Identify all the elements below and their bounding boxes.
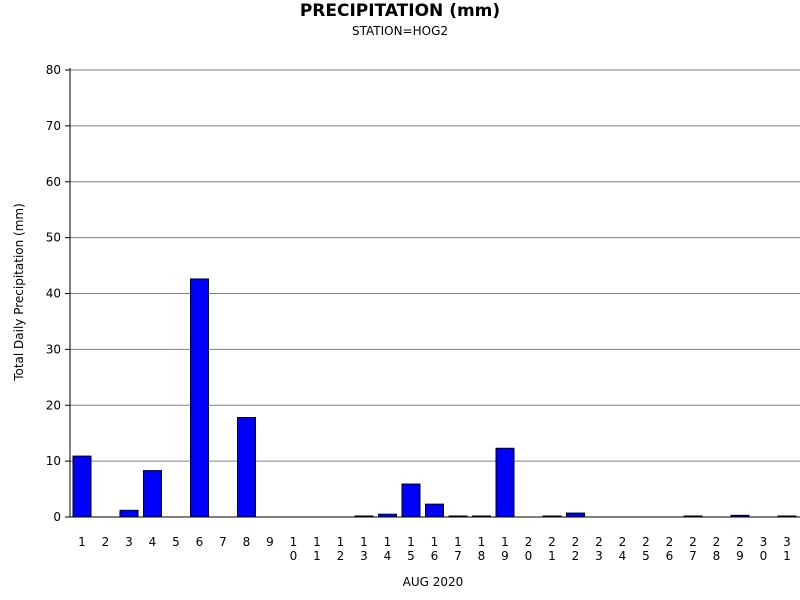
bar-day-4 — [143, 470, 162, 518]
chart-subtitle: STATION=HOG2 — [351, 24, 449, 38]
bar-day-17 — [448, 515, 468, 518]
bar-day-18 — [472, 515, 491, 518]
x-tick-label: 1 — [78, 535, 86, 549]
bar-day-1 — [72, 455, 92, 518]
bar-day-31 — [777, 515, 797, 518]
bar-day-27 — [683, 515, 703, 518]
y-axis-label: Total Daily Precipitation (mm) — [12, 203, 26, 381]
x-tick-label: 3 — [125, 535, 133, 549]
y-tick-label: 70 — [46, 119, 61, 133]
x-tick-label: 9 — [266, 535, 274, 549]
bar-day-21 — [542, 515, 562, 518]
bar-day-6 — [190, 278, 209, 518]
bar-day-8 — [237, 417, 256, 518]
y-tick-label: 40 — [46, 287, 61, 301]
y-tick-label: 30 — [46, 342, 61, 356]
bar-day-19 — [495, 447, 515, 518]
bar-day-29 — [730, 514, 750, 518]
chart-title: PRECIPITATION (mm) — [299, 1, 501, 21]
x-tick-label: 7 — [219, 535, 227, 549]
x-tick-label: 2 — [102, 535, 110, 549]
bar-day-14 — [378, 513, 397, 518]
y-tick-label: 20 — [46, 398, 61, 412]
x-tick-label: 6 — [196, 535, 204, 549]
y-tick-label: 10 — [46, 454, 61, 468]
x-tick-label: 4 — [149, 535, 157, 549]
x-tick-label: 5 — [172, 535, 180, 549]
bar-day-22 — [566, 512, 585, 518]
y-tick-label: 50 — [46, 231, 61, 245]
y-tick-label: 80 — [46, 63, 61, 77]
x-tick-label: 8 — [243, 535, 251, 549]
y-tick-label: 60 — [46, 175, 61, 189]
y-tick-label: 0 — [53, 510, 61, 524]
bar-day-16 — [425, 503, 444, 518]
x-axis-label: AUG 2020 — [402, 575, 464, 589]
bar-day-15 — [401, 483, 421, 518]
bar-day-13 — [354, 515, 374, 518]
bar-day-3 — [119, 509, 139, 518]
